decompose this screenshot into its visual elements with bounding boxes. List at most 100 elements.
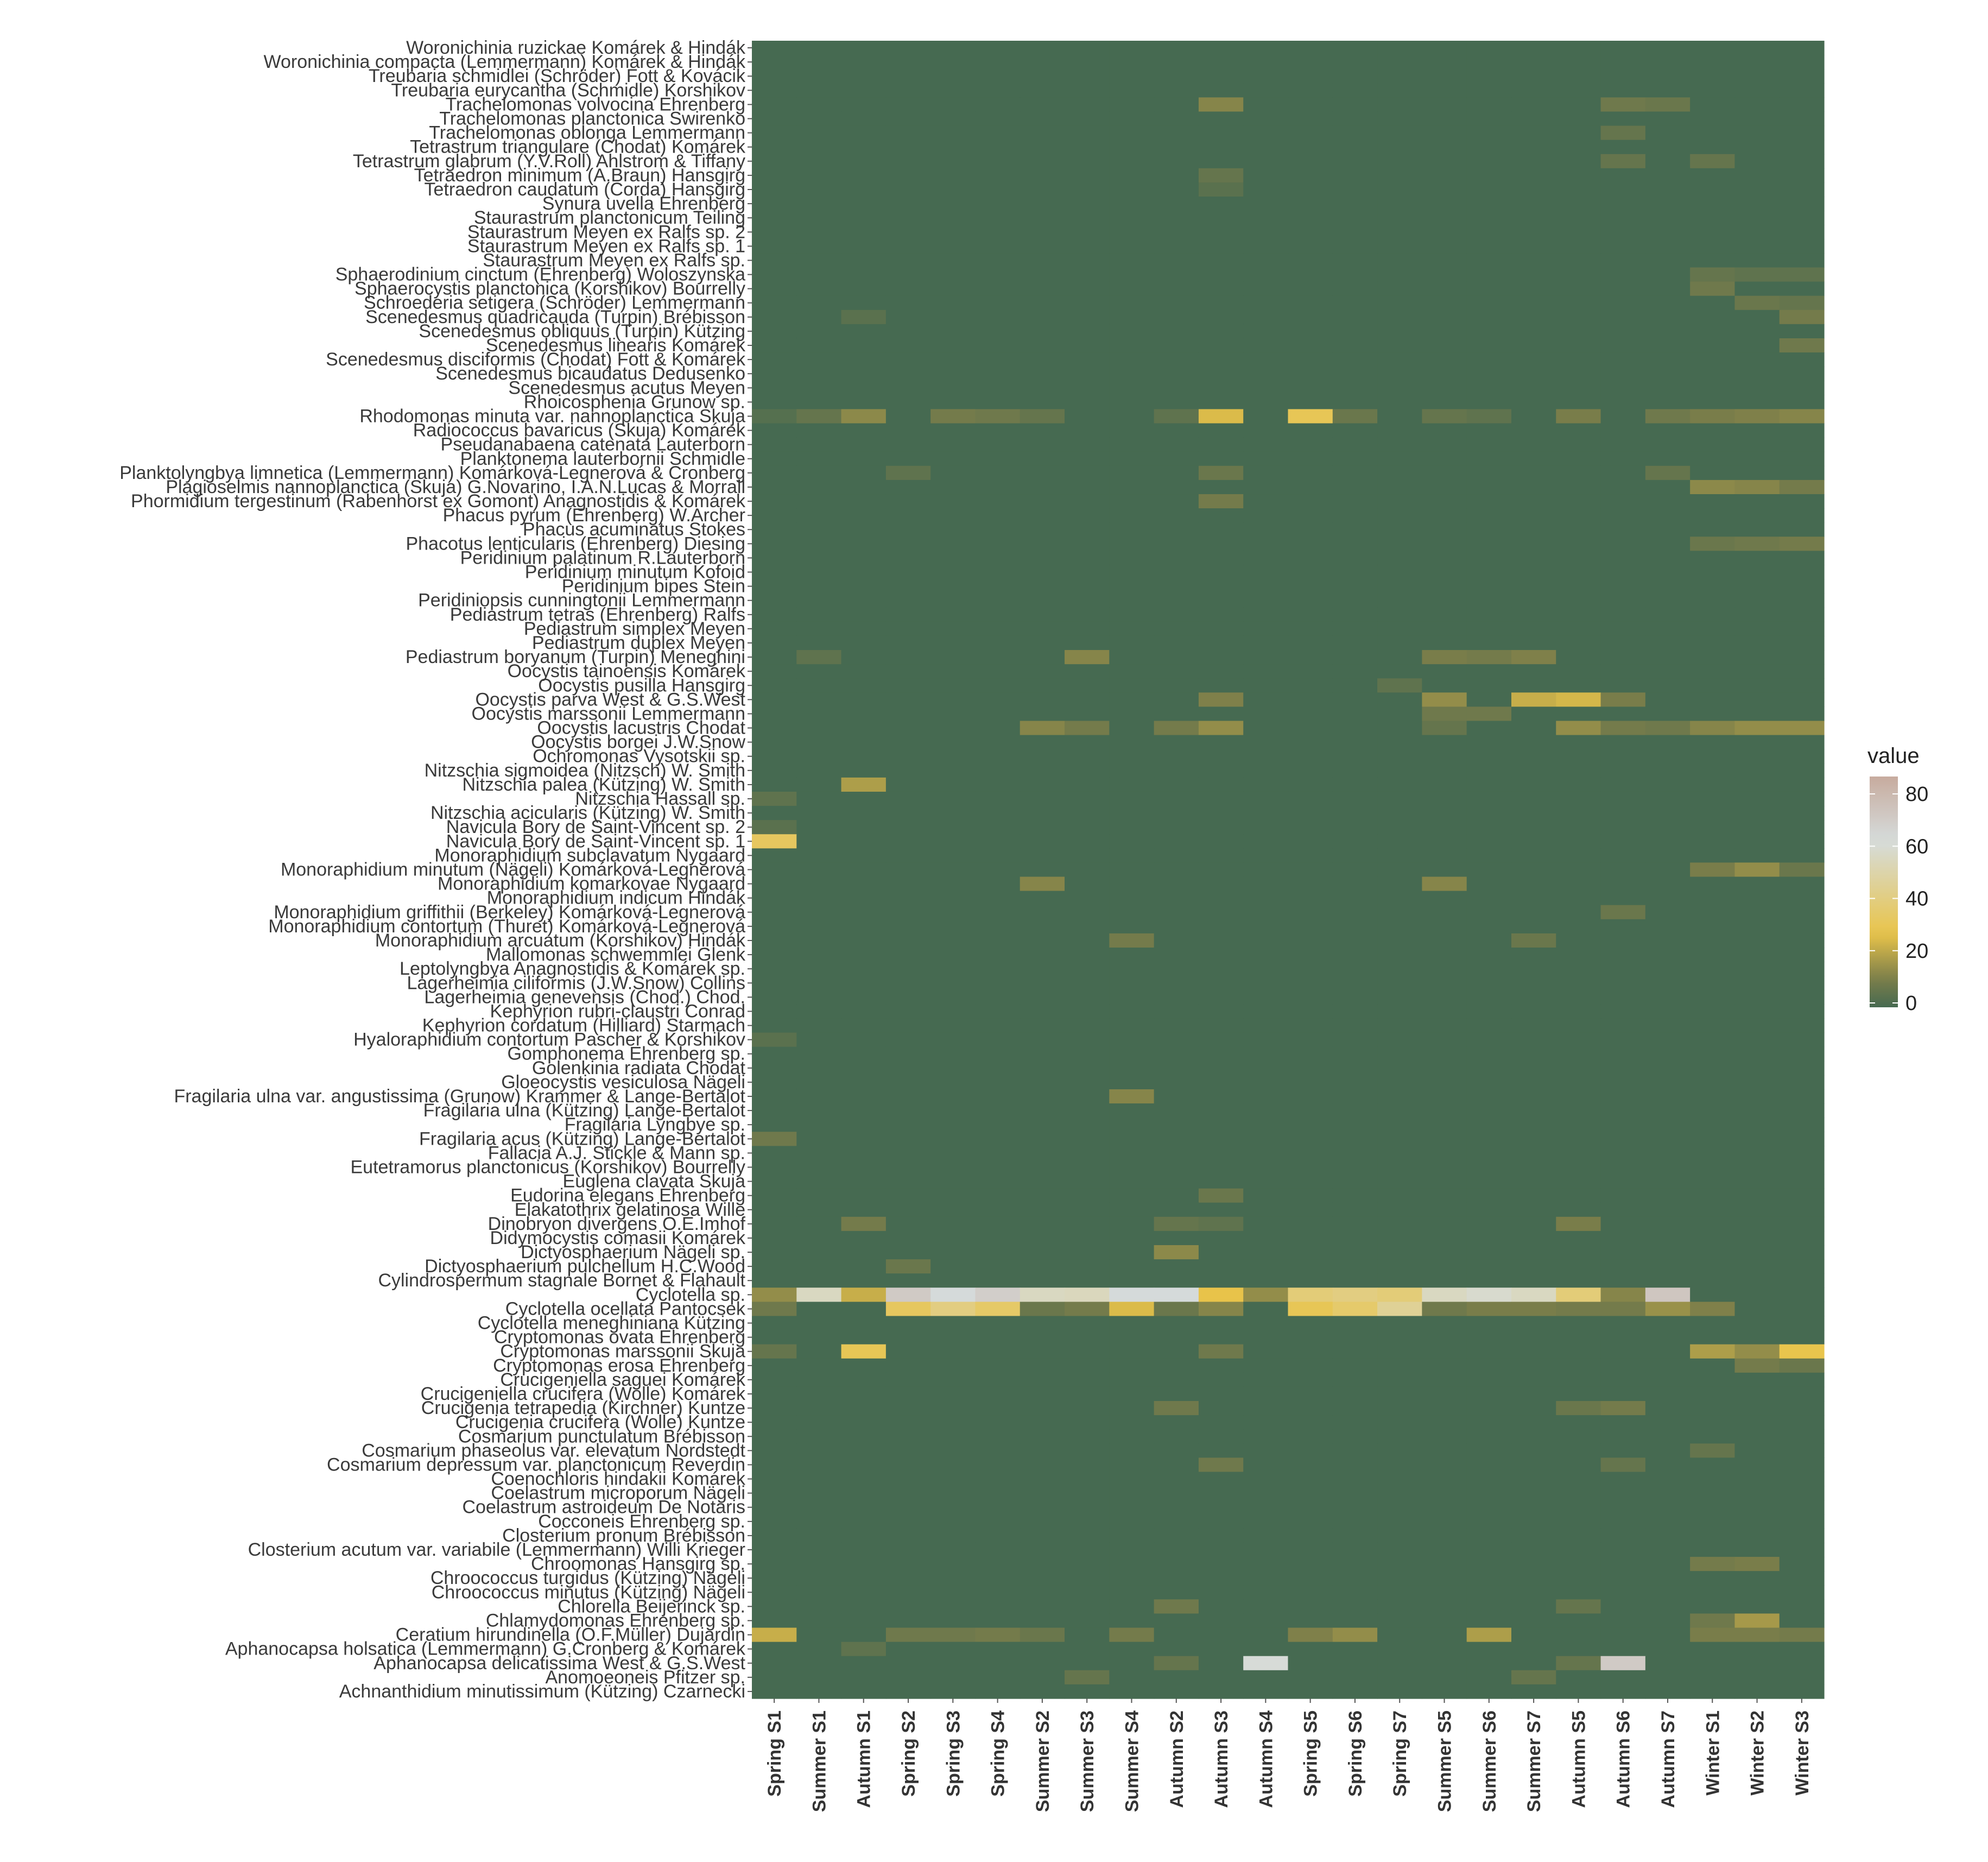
heatmap-cell (841, 111, 887, 127)
heatmap-cell (1734, 706, 1780, 722)
heatmap-cell (1020, 1472, 1065, 1487)
heatmap-cell (796, 154, 842, 169)
heatmap-cell (1288, 1401, 1333, 1416)
heatmap-cell (1779, 295, 1825, 311)
heatmap-cell (930, 55, 976, 70)
heatmap-cell (1154, 395, 1199, 410)
heatmap-cell (1288, 1330, 1333, 1345)
heatmap-cell (1511, 154, 1556, 169)
heatmap-cell (1422, 69, 1467, 84)
heatmap-cell (1600, 1004, 1646, 1019)
heatmap-cell (975, 1684, 1021, 1699)
heatmap-cell (930, 607, 976, 622)
heatmap-cell (1779, 1358, 1825, 1373)
heatmap-cell (1332, 593, 1378, 608)
heatmap-cell (1288, 848, 1333, 863)
heatmap-cell (796, 551, 842, 566)
heatmap-cell (885, 1542, 931, 1557)
heatmap-cell (1065, 1627, 1110, 1643)
heatmap-cell (1511, 239, 1556, 254)
heatmap-cell (1466, 1089, 1512, 1104)
heatmap-cell (1779, 919, 1825, 934)
heatmap-cell (1109, 381, 1155, 395)
heatmap-cell (1600, 1500, 1646, 1515)
heatmap-cell (975, 367, 1021, 381)
heatmap-cell (1466, 437, 1512, 452)
heatmap-cell (1198, 565, 1244, 580)
heatmap-cell (1466, 367, 1512, 381)
heatmap-cell (1020, 1585, 1065, 1600)
heatmap-cell (1690, 891, 1736, 906)
heatmap-cell (1645, 948, 1691, 962)
heatmap-cell (1779, 1557, 1825, 1571)
heatmap-cell (1690, 154, 1736, 169)
heatmap-cell (1422, 735, 1467, 750)
heatmap-cell (1466, 1670, 1512, 1685)
heatmap-cell (796, 41, 842, 55)
heatmap-cell (1109, 1188, 1155, 1203)
heatmap-cell (1556, 1103, 1601, 1118)
heatmap-cell (1065, 919, 1110, 934)
heatmap-cell (1690, 735, 1736, 750)
heatmap-cell (1288, 565, 1333, 580)
heatmap-cell (975, 409, 1021, 424)
heatmap-cell (1779, 239, 1825, 254)
heatmap-cell (796, 1457, 842, 1473)
heatmap-cell (1645, 267, 1691, 282)
heatmap-cell (1511, 1386, 1556, 1402)
heatmap-cell (1422, 1004, 1467, 1019)
heatmap-cell (975, 1004, 1021, 1019)
heatmap-cell (1065, 891, 1110, 906)
heatmap-cell (1198, 1599, 1244, 1614)
heatmap-cell (752, 806, 797, 820)
heatmap-cell (1065, 1273, 1110, 1288)
heatmap-cell (885, 451, 931, 466)
heatmap-cell (885, 1557, 931, 1571)
heatmap-cell (1511, 1230, 1556, 1246)
heatmap-cell (841, 1118, 887, 1132)
heatmap-cell (1377, 83, 1422, 98)
heatmap-cell (1198, 990, 1244, 1005)
heatmap-cell (1734, 451, 1780, 466)
heatmap-cell (1020, 1528, 1065, 1543)
heatmap-cell (1109, 1613, 1155, 1629)
heatmap-cell (1288, 352, 1333, 367)
heatmap-cell (1377, 848, 1422, 863)
heatmap-cell (975, 862, 1021, 878)
heatmap-cell (1332, 862, 1378, 878)
heatmap-cell (1511, 1046, 1556, 1062)
heatmap-cell (1288, 310, 1333, 325)
heatmap-cell (1065, 338, 1110, 353)
y-tick-label: Woronichinia compacta (Lemmermann) Komár… (263, 52, 746, 72)
heatmap-cell (1511, 381, 1556, 395)
heatmap-cell (796, 749, 842, 764)
heatmap-cell (1198, 267, 1244, 282)
y-tick-label: Closterium pronum Brébisson (502, 1525, 745, 1546)
heatmap-cell (930, 1557, 976, 1571)
heatmap-cell (752, 862, 797, 878)
heatmap-cell (796, 125, 842, 141)
heatmap-cell (1645, 1627, 1691, 1643)
heatmap-cell (1422, 976, 1467, 990)
heatmap-cell (796, 1684, 842, 1699)
heatmap-cell (1288, 1599, 1333, 1614)
heatmap-cell (841, 522, 887, 537)
heatmap-cell (1109, 211, 1155, 225)
heatmap-cell (1243, 1046, 1289, 1062)
heatmap-cell (1645, 494, 1691, 509)
heatmap-cell (1422, 1202, 1467, 1217)
heatmap-cell (1779, 1457, 1825, 1473)
heatmap-cell (1377, 593, 1422, 608)
heatmap-cell (1288, 479, 1333, 495)
heatmap-cell (796, 962, 842, 976)
heatmap-cell (1109, 891, 1155, 906)
heatmap-cell (1511, 1372, 1556, 1387)
heatmap-cell (1377, 267, 1422, 282)
heatmap-cell (930, 197, 976, 211)
heatmap-cell (1422, 367, 1467, 381)
heatmap-cell (885, 1188, 931, 1203)
heatmap-cell (1600, 962, 1646, 976)
heatmap-cell (752, 494, 797, 509)
heatmap-cell (1243, 111, 1289, 127)
y-tick-label: Tetrastrum glabrum (Y.V.Roll) Ahlstrom &… (353, 151, 745, 172)
